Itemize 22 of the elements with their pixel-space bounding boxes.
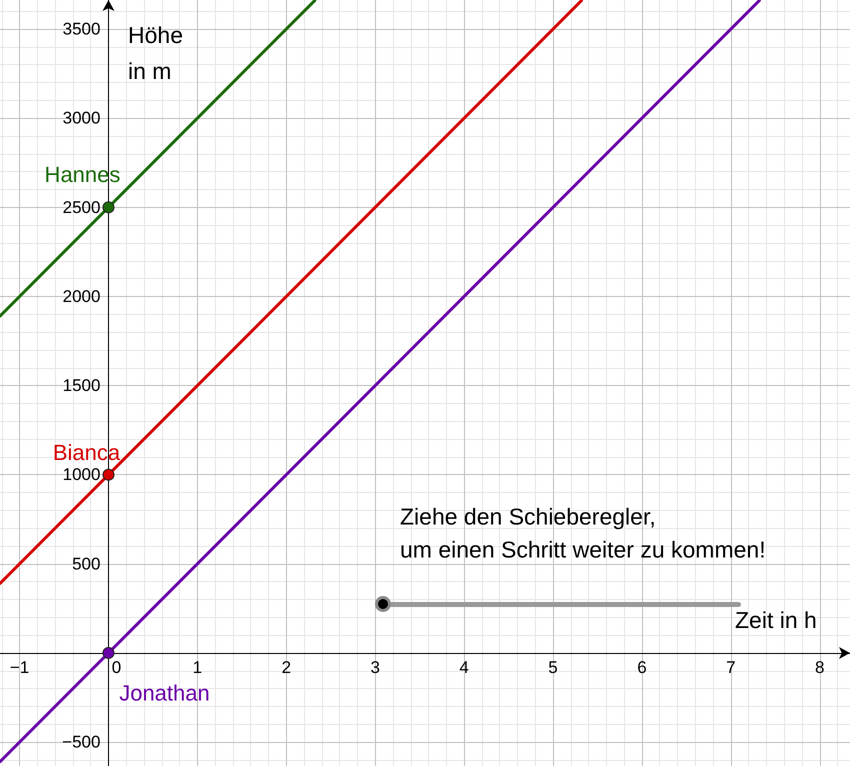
y-axis-title: Höhe in m bbox=[128, 22, 183, 84]
y-tick-label: 3500 bbox=[62, 20, 100, 39]
x-tick-label: 5 bbox=[548, 658, 558, 677]
annotation: Ziehe den Schieberegler, um einen Schritt weiter zu kommen! bbox=[400, 504, 766, 562]
x-axis-title: Zeit in h bbox=[735, 607, 817, 633]
y-tick-label: 1000 bbox=[62, 465, 100, 484]
x-tick-label: 6 bbox=[637, 658, 647, 677]
x-tick-label: 7 bbox=[726, 658, 736, 677]
y-tick-label: −500 bbox=[62, 732, 100, 752]
y-tick-label: 1500 bbox=[62, 376, 100, 396]
x-tick-label: 1 bbox=[192, 658, 202, 677]
x-tick-label: −1 bbox=[10, 658, 30, 677]
y-tick-label: 2000 bbox=[62, 286, 100, 306]
series-label: Jonathan bbox=[119, 680, 210, 706]
y-tick-label: 2500 bbox=[62, 198, 100, 217]
x-tick-label: 3 bbox=[370, 658, 380, 677]
y-tick-label: 500 bbox=[72, 554, 100, 574]
x-tick-label: 2 bbox=[282, 658, 292, 677]
y-tick-label: 3000 bbox=[62, 108, 100, 128]
x-tick-label: 8 bbox=[815, 658, 825, 677]
x-tick-label: 4 bbox=[459, 658, 469, 677]
x-tick-label: 0 bbox=[112, 658, 122, 677]
